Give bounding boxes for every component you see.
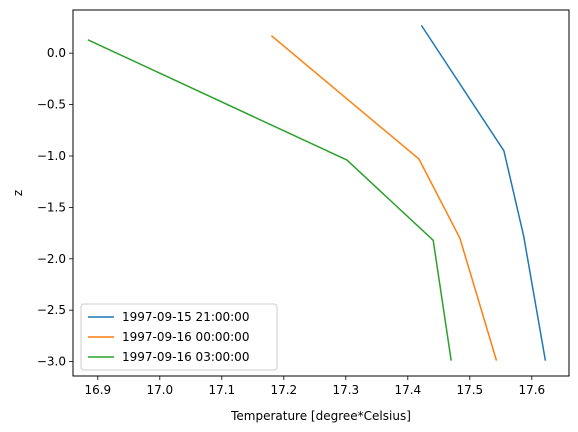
y-axis-ticks: 0.0 −0.5 −1.0 −1.5 −2.0 −2.5 −3.0 — [37, 46, 73, 369]
x-axis-ticks: 16.9 17.0 17.1 17.2 17.3 17.4 17.5 17.6 — [84, 376, 545, 397]
x-tick-label: 17.2 — [270, 383, 297, 397]
series-line-3 — [87, 39, 452, 361]
x-tick-label: 17.3 — [332, 383, 359, 397]
series-line-2 — [270, 35, 498, 361]
x-tick-label: 17.4 — [394, 383, 421, 397]
y-tick-label: −0.5 — [37, 98, 66, 112]
x-tick-label: 17.1 — [208, 383, 235, 397]
y-tick-label: −2.5 — [37, 303, 66, 317]
x-tick-label: 16.9 — [84, 383, 111, 397]
series-layer — [87, 24, 547, 361]
legend-entry-label: 1997-09-15 21:00:00 — [122, 310, 249, 324]
y-tick-label: −1.5 — [37, 200, 66, 214]
y-axis-label: z — [11, 190, 25, 196]
x-tick-label: 17.5 — [456, 383, 483, 397]
x-axis-label: Temperature [degree*Celsius] — [230, 409, 411, 423]
y-tick-label: −3.0 — [37, 355, 66, 369]
legend-entry-label: 1997-09-16 03:00:00 — [122, 350, 249, 364]
legend-box — [80, 303, 278, 371]
plot-frame — [72, 9, 570, 377]
series-line-1 — [420, 24, 547, 361]
y-tick-label: −2.0 — [37, 252, 66, 266]
legend: 1997-09-15 21:00:00 1997-09-16 00:00:00 19… — [80, 303, 278, 371]
x-tick-label: 17.6 — [518, 383, 545, 397]
x-tick-label: 17.0 — [146, 383, 173, 397]
y-tick-label: 0.0 — [47, 46, 66, 60]
legend-entry-label: 1997-09-16 00:00:00 — [122, 330, 249, 344]
y-tick-label: −1.0 — [37, 149, 66, 163]
